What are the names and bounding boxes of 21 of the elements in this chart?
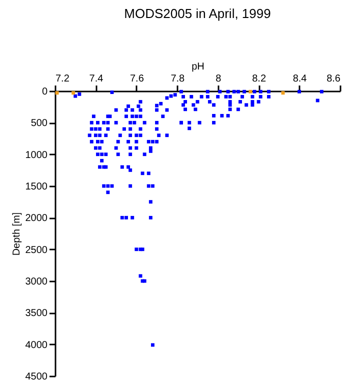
y-tick-label: 1500 — [25, 182, 48, 192]
x-tick-label: 7.4 — [89, 74, 104, 84]
x-tick-label: 8 — [216, 74, 222, 84]
y-axis-title: Depth [m] — [11, 212, 22, 256]
x-tick-label: 8.4 — [292, 74, 308, 84]
y-tick-label: 2500 — [25, 244, 48, 256]
y-tick-label: 1000 — [25, 150, 48, 161]
x-tick-label: 8.2 — [252, 74, 266, 84]
y-tick-label: 3500 — [25, 308, 48, 320]
x-axis-title: pH — [192, 62, 204, 72]
x-tick-label: 7.2 — [56, 74, 70, 84]
x-tick-label: 8.6 — [326, 74, 341, 84]
y-tick-label: 4500 — [25, 372, 48, 382]
y-tick-label: 500 — [30, 118, 48, 130]
y-tick-label: 2000 — [25, 213, 48, 224]
x-tick-label: 7.6 — [130, 74, 144, 84]
y-tick-label: 4000 — [25, 340, 48, 351]
x-tick-label: 7.8 — [170, 74, 186, 84]
y-tick-label: 0 — [42, 86, 48, 98]
y-tick-label: 3000 — [25, 276, 48, 288]
chart-title: MODS2005 in April, 1999 — [124, 6, 271, 21]
